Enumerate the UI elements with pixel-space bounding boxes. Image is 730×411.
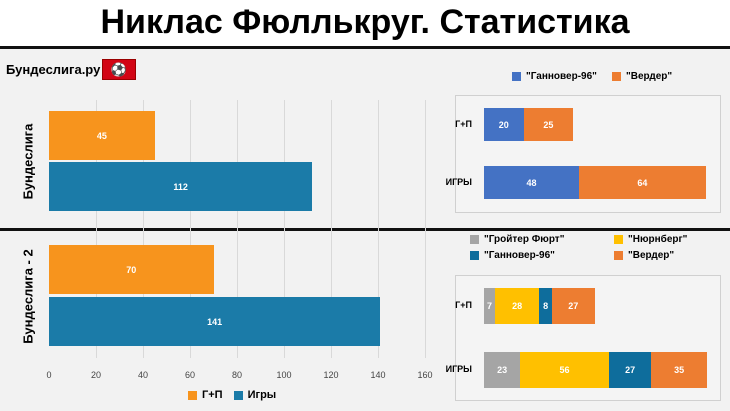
bar: 141 <box>49 297 381 346</box>
page-title: Никлас Фюллькруг. Статистика <box>0 0 730 46</box>
stacked-bar-segment: 27 <box>551 288 595 324</box>
gridline <box>96 100 97 358</box>
gridline <box>284 100 285 358</box>
gridline <box>378 100 379 358</box>
x-tick-label: 100 <box>276 370 292 380</box>
group-label: Бундеслига <box>20 123 36 200</box>
x-tick-label: 0 <box>46 370 52 380</box>
legend-item: "Нюрнберг" <box>614 234 687 245</box>
bar: 70 <box>49 245 214 294</box>
x-tick-label: 20 <box>90 370 101 380</box>
stacked-bar-segment: 35 <box>651 352 707 388</box>
x-tick-label: 120 <box>323 370 339 380</box>
stacked-bar-segment: 56 <box>520 352 609 388</box>
gridline <box>237 100 238 358</box>
legend-label: "Вердер" <box>626 71 673 82</box>
legend-swatch <box>614 235 623 244</box>
legend-label: "Нюрнберг" <box>628 234 688 245</box>
bar: 45 <box>49 111 155 160</box>
legend-label: "Гройтер Фюрт" <box>484 234 565 245</box>
stacked-bar-segment: 7 <box>484 288 496 324</box>
stacked-bar-segment: 64 <box>579 166 706 199</box>
legend-label: "Ганновер-96" <box>484 250 555 261</box>
gridline <box>425 100 426 358</box>
x-tick-label: 60 <box>184 370 195 380</box>
x-tick-label: 160 <box>417 370 433 380</box>
category-label: ИГРЫ <box>445 176 472 187</box>
gridline <box>190 100 191 358</box>
category-label: Г+П <box>455 118 472 129</box>
legend-swatch <box>233 390 243 400</box>
section-divider <box>0 228 730 231</box>
legend-item: "Вердер" <box>614 250 674 261</box>
legend-swatch <box>512 72 521 81</box>
legend-swatch <box>470 251 479 260</box>
source-label: Бундеслига.ру <box>6 62 101 77</box>
gridline <box>143 100 144 358</box>
title-divider <box>0 46 730 49</box>
x-tick-label: 140 <box>370 370 386 380</box>
stacked-bar-segment: 48 <box>484 166 580 199</box>
stacked-bar-segment: 27 <box>608 352 652 388</box>
legend-swatch <box>614 251 623 260</box>
legend-swatch <box>470 235 479 244</box>
gridline <box>331 100 332 358</box>
legend-item: "Вердер" <box>612 71 672 82</box>
bar: 112 <box>49 162 313 211</box>
legend-item: "Ганновер-96" <box>470 250 555 261</box>
legend-item: "Ганновер-96" <box>512 71 597 82</box>
legend-label: Г+П <box>202 389 223 401</box>
stacked-bar-segment: 25 <box>523 108 574 141</box>
legend-swatch <box>612 72 621 81</box>
legend-label: "Ганновер-96" <box>526 71 597 82</box>
category-label: Г+П <box>455 300 472 310</box>
legend-label: Игры <box>247 389 277 401</box>
x-tick-label: 80 <box>231 370 242 380</box>
stacked-bar-segment: 20 <box>484 108 524 141</box>
group-label: Бундеслига - 2 <box>20 249 36 344</box>
legend-item: "Гройтер Фюрт" <box>470 234 564 245</box>
stacked-bar-segment: 28 <box>495 288 540 324</box>
category-label: ИГРЫ <box>445 364 472 374</box>
legend-swatch <box>188 390 197 400</box>
bundesliga-logo-icon: ⚽ <box>102 59 136 80</box>
left-legend: Г+П Игры <box>188 389 276 401</box>
stacked-bar-segment: 8 <box>539 288 552 324</box>
stacked-bar-segment: 23 <box>484 352 521 388</box>
x-tick-label: 40 <box>137 370 148 380</box>
legend-label: "Вердер" <box>628 250 675 261</box>
